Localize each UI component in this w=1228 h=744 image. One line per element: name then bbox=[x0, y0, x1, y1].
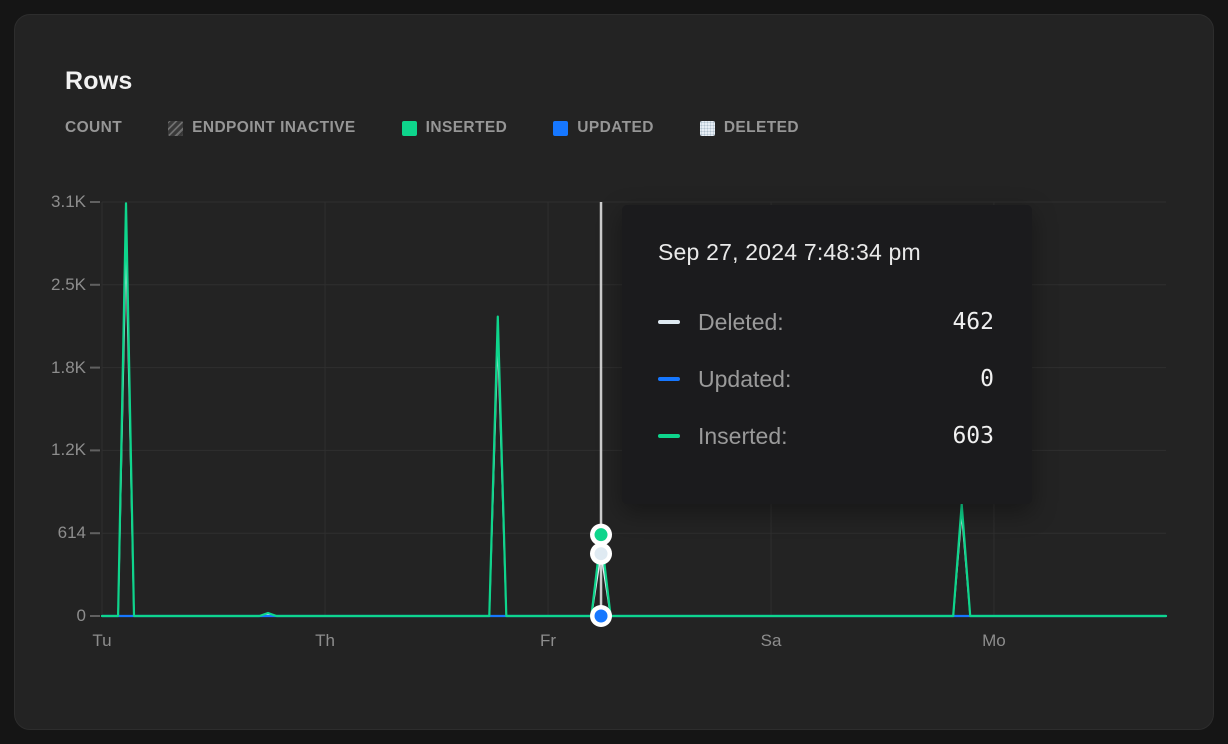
chart-tooltip: Sep 27, 2024 7:48:34 pm Deleted: 462 Upd… bbox=[622, 205, 1032, 504]
tooltip-row-updated: Updated: 0 bbox=[658, 365, 994, 393]
legend-deleted-label: DELETED bbox=[723, 119, 799, 136]
page-title: Rows bbox=[65, 67, 133, 95]
deleted-dash-icon bbox=[658, 320, 680, 324]
legend-count-label: COUNT bbox=[65, 119, 123, 136]
tooltip-timestamp: Sep 27, 2024 7:48:34 pm bbox=[658, 239, 921, 265]
series-line-inserted bbox=[100, 202, 1168, 618]
legend-updated-label: UPDATED bbox=[577, 119, 654, 136]
dotted-swatch-icon bbox=[699, 120, 715, 136]
legend-inserted-label: INSERTED bbox=[425, 119, 508, 136]
green-swatch-icon bbox=[401, 120, 417, 136]
marker-deleted[interactable] bbox=[594, 547, 608, 561]
tooltip-deleted-value: 462 bbox=[952, 309, 994, 335]
tooltip-inserted-value: 603 bbox=[952, 423, 994, 449]
tooltip-row-inserted: Inserted: 603 bbox=[658, 422, 994, 450]
updated-dash-icon bbox=[658, 377, 680, 381]
marker-inserted[interactable] bbox=[594, 528, 608, 542]
marker-updated[interactable] bbox=[594, 609, 608, 623]
chart-legend: COUNT ENDPOINT INACTIVE INSERTED UPDATED… bbox=[65, 119, 799, 137]
legend-item-deleted[interactable]: DELETED bbox=[699, 119, 799, 137]
blue-swatch-icon bbox=[553, 120, 569, 136]
legend-item-count[interactable]: COUNT bbox=[65, 119, 122, 137]
legend-endpoint-inactive-label: ENDPOINT INACTIVE bbox=[192, 119, 356, 136]
legend-item-endpoint-inactive[interactable]: ENDPOINT INACTIVE bbox=[168, 119, 356, 137]
tooltip-updated-label: Updated: bbox=[698, 365, 792, 392]
tooltip-row-deleted: Deleted: 462 bbox=[658, 308, 994, 336]
tooltip-inserted-label: Inserted: bbox=[698, 422, 788, 449]
legend-item-inserted[interactable]: INSERTED bbox=[401, 119, 508, 137]
inserted-dash-icon bbox=[658, 434, 680, 438]
tooltip-updated-value: 0 bbox=[980, 366, 994, 392]
hatched-swatch-icon bbox=[168, 120, 184, 136]
legend-item-updated[interactable]: UPDATED bbox=[553, 119, 654, 137]
tooltip-deleted-label: Deleted: bbox=[698, 308, 784, 335]
